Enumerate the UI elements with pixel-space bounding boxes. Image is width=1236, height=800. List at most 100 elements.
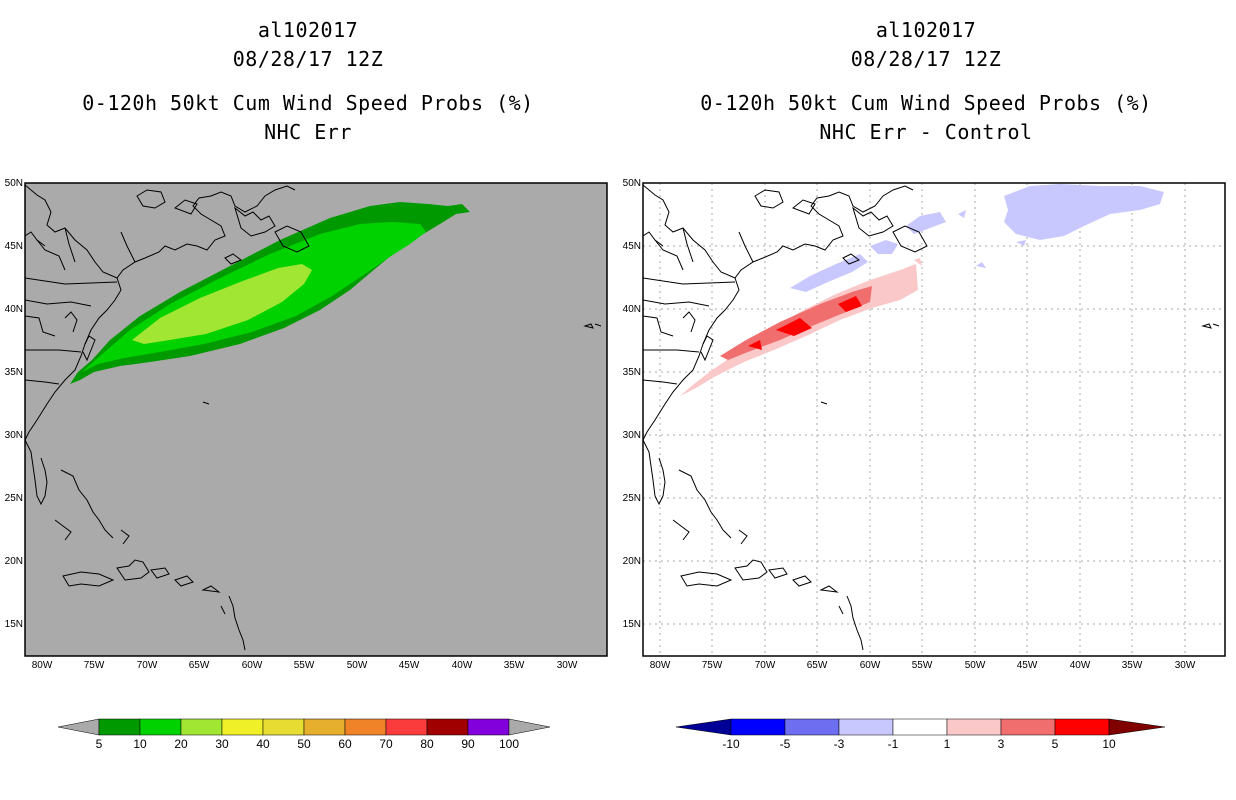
right-subtitle: NHC Err - Control bbox=[819, 120, 1033, 144]
right-datetime: 08/28/17 12Z bbox=[850, 47, 1002, 71]
left-colorbar-label: 90 bbox=[461, 737, 475, 751]
right-colorbar: -10 -5 -3 -1 1 3 5 10 bbox=[675, 718, 1166, 751]
right-colorbar-label: -3 bbox=[834, 737, 845, 751]
left-colorbar-swatch bbox=[262, 718, 305, 736]
right-lat-label: 30N bbox=[623, 430, 641, 441]
right-lat-label: 35N bbox=[623, 367, 641, 378]
left-colorbar-swatch bbox=[221, 718, 264, 736]
left-colorbar-label: 50 bbox=[297, 737, 311, 751]
right-lat-label: 20N bbox=[623, 556, 641, 567]
right-colorbar-high-arrow bbox=[1108, 718, 1166, 736]
right-colorbar-label: -1 bbox=[888, 737, 899, 751]
left-colorbar-label: 10 bbox=[133, 737, 147, 751]
left-lat-label: 30N bbox=[5, 430, 23, 441]
right-product-title: 0-120h 50kt Cum Wind Speed Probs (%) bbox=[700, 91, 1152, 115]
axis-labels: 50N 45N 40N 35N 30N 25N 20N 15N 80W 75W 70W 65W 60W 5… bbox=[5, 178, 1196, 671]
right-colorbar-low-arrow bbox=[675, 718, 732, 736]
right-map-background bbox=[643, 183, 1225, 656]
left-colorbar-swatch bbox=[426, 718, 469, 736]
left-lat-label: 45N bbox=[5, 241, 23, 252]
right-lat-label: 40N bbox=[623, 304, 641, 315]
left-lat-label: 25N bbox=[5, 493, 23, 504]
left-lon-label: 50W bbox=[347, 660, 368, 671]
left-colorbar-label: 40 bbox=[256, 737, 270, 751]
left-lon-label: 40W bbox=[452, 660, 473, 671]
left-lon-label: 35W bbox=[504, 660, 525, 671]
left-colorbar-swatch bbox=[139, 718, 182, 736]
left-colorbar-swatch bbox=[98, 718, 141, 736]
left-lon-label: 80W bbox=[32, 660, 53, 671]
difference-contours bbox=[680, 184, 1164, 396]
left-colorbar-swatch bbox=[385, 718, 428, 736]
right-colorbar-swatch bbox=[1054, 718, 1110, 736]
right-map-frame bbox=[642, 182, 1226, 657]
left-colorbar-label: 100 bbox=[499, 737, 519, 751]
right-colorbar-swatch bbox=[784, 718, 840, 736]
left-lon-label: 65W bbox=[189, 660, 210, 671]
left-lat-label: 40N bbox=[5, 304, 23, 315]
left-lat-label: 15N bbox=[5, 619, 23, 630]
left-map-frame bbox=[24, 182, 608, 657]
left-colorbar-label: 5 bbox=[96, 737, 103, 751]
right-lon-label: 40W bbox=[1070, 660, 1091, 671]
left-colorbar-label: 70 bbox=[379, 737, 393, 751]
left-colorbar-label: 60 bbox=[338, 737, 352, 751]
right-map-panel bbox=[642, 182, 1226, 657]
right-lon-label: 55W bbox=[912, 660, 933, 671]
left-colorbar-swatch bbox=[467, 718, 510, 736]
right-lat-label: 50N bbox=[623, 178, 641, 189]
left-colorbar-label: 30 bbox=[215, 737, 229, 751]
right-lon-label: 30W bbox=[1175, 660, 1196, 671]
left-lon-label: 45W bbox=[399, 660, 420, 671]
left-subtitle: NHC Err bbox=[264, 120, 352, 144]
right-lat-label: 45N bbox=[623, 241, 641, 252]
right-lat-label: 25N bbox=[623, 493, 641, 504]
right-lat-label: 15N bbox=[623, 619, 641, 630]
left-lon-label: 60W bbox=[242, 660, 263, 671]
right-lon-label: 65W bbox=[807, 660, 828, 671]
left-colorbar-swatch bbox=[303, 718, 346, 736]
left-colorbar-label: 80 bbox=[420, 737, 434, 751]
left-storm-id: al102017 bbox=[257, 18, 359, 42]
left-lon-label: 75W bbox=[84, 660, 105, 671]
left-colorbar: 5 10 20 30 40 50 60 70 80 90 100 bbox=[57, 718, 551, 751]
right-lon-label: 60W bbox=[860, 660, 881, 671]
left-map-panel bbox=[24, 182, 608, 657]
right-title-block: al102017 08/28/17 12Z 0-120h 50kt Cum Wi… bbox=[626, 16, 1226, 147]
right-colorbar-label: -10 bbox=[722, 737, 740, 751]
left-lat-label: 35N bbox=[5, 367, 23, 378]
right-colorbar-swatch bbox=[838, 718, 894, 736]
left-colorbar-swatch bbox=[180, 718, 223, 736]
left-colorbar-swatch bbox=[344, 718, 387, 736]
left-lon-label: 70W bbox=[137, 660, 158, 671]
right-colorbar-label: 1 bbox=[944, 737, 951, 751]
right-lon-label: 80W bbox=[650, 660, 671, 671]
right-colorbar-label: -5 bbox=[780, 737, 791, 751]
left-lon-label: 30W bbox=[557, 660, 578, 671]
right-lon-label: 50W bbox=[965, 660, 986, 671]
right-colorbar-label: 3 bbox=[998, 737, 1005, 751]
left-product-title: 0-120h 50kt Cum Wind Speed Probs (%) bbox=[82, 91, 534, 115]
right-colorbar-swatch bbox=[730, 718, 786, 736]
left-colorbar-low-arrow bbox=[57, 718, 100, 736]
right-lon-label: 35W bbox=[1122, 660, 1143, 671]
right-lon-label: 70W bbox=[755, 660, 776, 671]
left-title-block: al102017 08/28/17 12Z 0-120h 50kt Cum Wi… bbox=[8, 16, 608, 147]
right-colorbar-swatch bbox=[946, 718, 1002, 736]
left-datetime: 08/28/17 12Z bbox=[232, 47, 384, 71]
gridlines bbox=[643, 183, 1225, 656]
right-colorbar-swatch bbox=[892, 718, 948, 736]
left-lat-label: 50N bbox=[5, 178, 23, 189]
probability-contours bbox=[70, 202, 470, 384]
right-storm-id: al102017 bbox=[875, 18, 977, 42]
right-lon-label: 75W bbox=[702, 660, 723, 671]
right-colorbar-swatch bbox=[1000, 718, 1056, 736]
left-colorbar-label: 20 bbox=[174, 737, 188, 751]
left-lon-label: 55W bbox=[294, 660, 315, 671]
left-colorbar-high-arrow bbox=[508, 718, 551, 736]
left-lat-label: 20N bbox=[5, 556, 23, 567]
right-colorbar-label: 5 bbox=[1052, 737, 1059, 751]
right-colorbar-label: 10 bbox=[1102, 737, 1116, 751]
right-lon-label: 45W bbox=[1017, 660, 1038, 671]
